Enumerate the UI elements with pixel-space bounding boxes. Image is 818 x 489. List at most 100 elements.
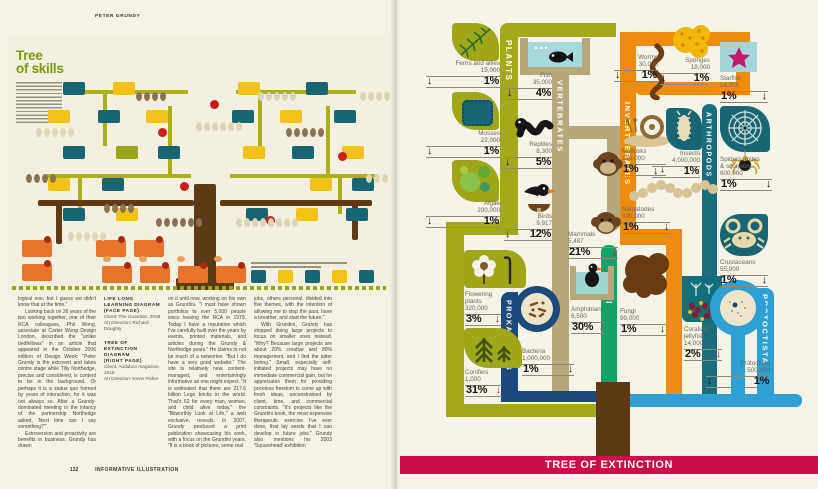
legend-greek-line: [251, 266, 321, 268]
body-paragraph: jobs, others personal, divided into five…: [254, 296, 332, 322]
leaf-dot: [274, 92, 280, 101]
skill-box: [98, 110, 120, 123]
skill-box: [246, 208, 268, 221]
leaf-dot: [152, 92, 158, 101]
caption-sub: (RIGHT PAGE): [104, 358, 142, 363]
plants-pipe-top-arm: [500, 23, 616, 37]
species-count: 14,000: [684, 340, 704, 347]
spider-icon: [730, 150, 760, 175]
species-name: Protoctista: [740, 360, 770, 367]
species-pct: 1%: [753, 375, 770, 387]
species-pct: 1%: [621, 323, 637, 335]
species-trend: 3% ↓: [465, 314, 501, 326]
species-pct: 1%: [693, 72, 710, 84]
moss-icon: [452, 92, 499, 130]
species-count: 55,000: [720, 266, 740, 273]
species-count: 22,000: [480, 137, 500, 144]
species-count: 6,500: [571, 313, 587, 320]
snail-icon: [624, 115, 670, 147]
caption-title: TREE OF EXTINCTION DIAGRAM: [104, 340, 138, 357]
bird-dot: [162, 262, 169, 269]
trend-down-icon: ↓: [715, 348, 722, 360]
species-name: Sponges: [685, 57, 710, 64]
leaf-dot: [120, 204, 126, 213]
org-box: [178, 266, 208, 283]
species-name: Flowering plants: [465, 291, 493, 305]
vertebrates-monkey-vertical: [607, 126, 620, 230]
species-pct: 30%: [572, 321, 594, 333]
species-pct: 1%: [683, 165, 700, 177]
species-name: Worms: [638, 54, 658, 61]
species-count: 5,487: [568, 238, 584, 245]
fern-icon: [452, 23, 499, 61]
small-leaf: [177, 256, 185, 262]
body-paragraph: Extroversion and proactivity are benefit…: [18, 430, 96, 450]
small-leaf: [214, 256, 222, 262]
species-trend: 1% ↓: [522, 364, 574, 376]
org-box: [22, 240, 52, 257]
org-box: [22, 264, 52, 281]
trend-down-icon: ↓: [765, 178, 772, 190]
trend-down-icon: ↓: [663, 221, 670, 233]
trend-down-icon: ↓: [611, 246, 618, 258]
skill-box: [280, 110, 302, 123]
species-pct: 1%: [721, 274, 737, 286]
species-label-mosses: Mosses 22,000 ↓ 1%: [426, 130, 500, 158]
species-name: Bacteria: [522, 348, 546, 355]
bird-dot: [118, 236, 125, 243]
species-pct: 1%: [483, 215, 500, 227]
invertebrates-pipe-lower-vertical: [666, 229, 682, 394]
species-name: Reptiles: [529, 141, 552, 148]
species-count: 8,300: [536, 148, 552, 155]
trend-down-icon: ↓: [427, 145, 433, 157]
leaf-dot: [252, 218, 258, 227]
page-footer: 132 INFORMATIVE ILLUSTRATION: [70, 467, 179, 473]
leaf-dot: [136, 92, 142, 101]
branch: [194, 184, 216, 288]
species-label-ferns-and-allies: Ferns and allies 15,000 ↓ 1%: [426, 60, 500, 88]
species-trend: ↓ 1%: [426, 146, 500, 158]
species-trend: ↓ 4%: [506, 88, 552, 100]
skill-box: [310, 178, 332, 191]
species-pct: 12%: [529, 228, 551, 240]
body-paragraph: Looking back on 26 years of the two work…: [18, 308, 96, 431]
species-count: 600,000: [720, 170, 743, 177]
species-trend: ↓ 1%: [426, 76, 500, 88]
legend-swatch: [278, 270, 293, 283]
species-trend: ↓ 1%: [614, 70, 658, 82]
skill-box: [102, 178, 124, 191]
worm-icon: [649, 43, 665, 100]
skill-box: [243, 146, 265, 159]
species-pct: 1%: [523, 363, 539, 375]
species-name: Amphibians: [571, 306, 604, 313]
reptile-icon: [515, 118, 554, 138]
species-name: Crustaceans: [720, 259, 756, 266]
leaf-dot: [52, 128, 58, 137]
skill-box: [342, 146, 364, 159]
leaf-dot: [50, 174, 56, 183]
skill-box: [146, 110, 168, 123]
caption-direction: Art Direction: Richard Doughty: [104, 320, 149, 331]
trend-down-icon: ↓: [761, 274, 768, 286]
bacteria-icon: [514, 286, 560, 332]
text-column-1: logical one, but I guess we didn't know …: [18, 296, 96, 460]
species-name: Spiders, mites & scorpions: [720, 156, 760, 170]
species-pct: 1%: [721, 90, 737, 102]
plants-pipe-vertical-lower: [446, 222, 464, 417]
leaf-dot: [160, 92, 166, 101]
org-box: [102, 266, 132, 283]
caption-client: Client: The Guardian, 2008: [104, 314, 161, 319]
branch: [38, 200, 194, 206]
leaf-dot: [100, 232, 106, 241]
monkey-icon: [591, 212, 621, 234]
species-trend: ↓ 1%: [660, 73, 710, 85]
species-label-fungi: Fungi 99,000 1% ↓: [620, 308, 666, 336]
trend-down-icon: ↓: [505, 156, 511, 168]
leaf-dot: [294, 128, 300, 137]
species-name: Starfish: [720, 75, 742, 82]
skill-box: [158, 146, 180, 159]
skill-box: [346, 208, 368, 221]
species-count: 500,000: [622, 213, 645, 220]
leaf-dot: [290, 92, 296, 101]
